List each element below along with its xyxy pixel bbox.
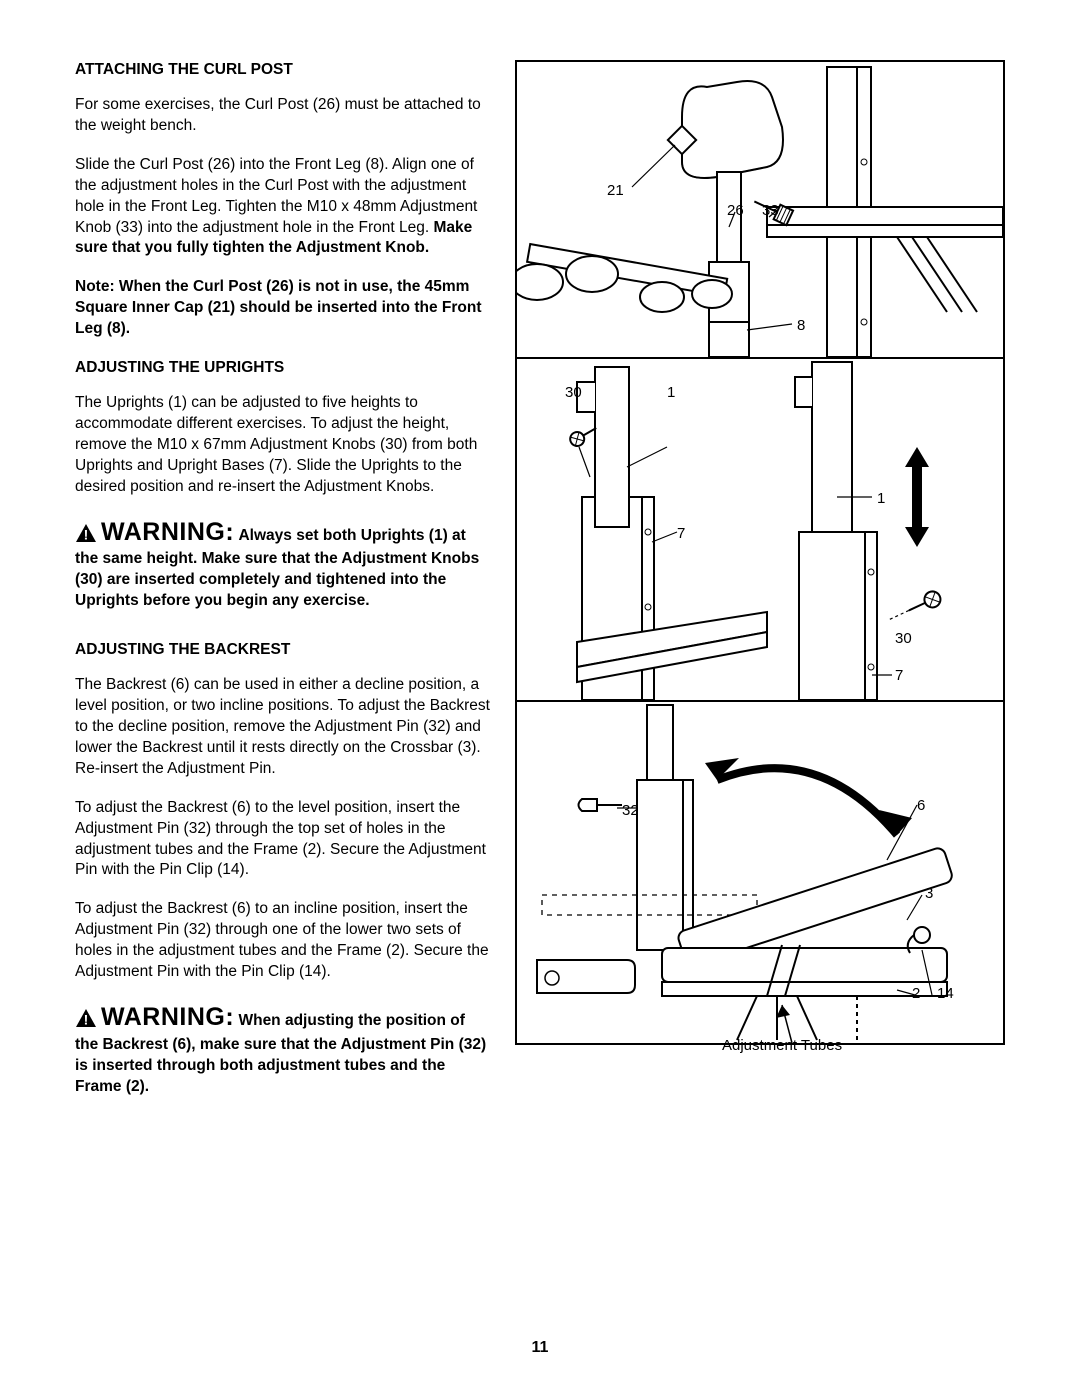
- para-uprights-1: The Uprights (1) can be adjusted to five…: [75, 393, 490, 498]
- diagram-mid-svg: [517, 357, 1003, 700]
- warning-word: WARNING:: [101, 1003, 234, 1031]
- callout-1b: 1: [877, 490, 885, 507]
- svg-text:!: !: [84, 1012, 89, 1028]
- callout-1a: 1: [667, 384, 675, 401]
- para-curl-2: Slide the Curl Post (26) into the Front …: [75, 155, 490, 260]
- warning-triangle-icon: !: [75, 523, 97, 543]
- callout-3: 3: [925, 885, 933, 902]
- heading-backrest: ADJUSTING THE BACKREST: [75, 640, 490, 661]
- para-backrest-3: To adjust the Backrest (6) to an incline…: [75, 899, 490, 983]
- callout-32: 32: [622, 802, 639, 819]
- callout-2: 2: [912, 985, 920, 1002]
- warning-uprights: ! WARNING: Always set both Uprights (1) …: [75, 516, 490, 613]
- heading-uprights: ADJUSTING THE UPRIGHTS: [75, 358, 490, 379]
- warning-triangle-icon: !: [75, 1008, 97, 1028]
- callout-7a: 7: [677, 525, 685, 542]
- warning-backrest: ! WARNING: When adjusting the position o…: [75, 1001, 490, 1098]
- text-column: ATTACHING THE CURL POST For some exercis…: [75, 60, 490, 1319]
- callout-7b: 7: [895, 667, 903, 684]
- heading-curl-post: ATTACHING THE CURL POST: [75, 60, 490, 81]
- assembly-diagram: 21 26 33 8: [515, 60, 1005, 1045]
- callout-14: 14: [937, 985, 954, 1002]
- warning-word: WARNING:: [101, 518, 234, 546]
- para-curl-2a: Slide the Curl Post (26) into the Front …: [75, 156, 477, 236]
- svg-text:!: !: [84, 526, 89, 542]
- callout-30a: 30: [565, 384, 582, 401]
- callout-6: 6: [917, 797, 925, 814]
- para-backrest-2: To adjust the Backrest (6) to the level …: [75, 798, 490, 882]
- page-number: 11: [75, 1339, 1005, 1357]
- callout-33: 33: [762, 202, 779, 219]
- diagram-top-svg: [517, 62, 1003, 357]
- para-backrest-1: The Backrest (6) can be used in either a…: [75, 675, 490, 780]
- diagram-bot-svg: [517, 700, 1003, 1045]
- callout-8: 8: [797, 317, 805, 334]
- para-curl-note: Note: When the Curl Post (26) is not in …: [75, 277, 490, 340]
- callout-26: 26: [727, 202, 744, 219]
- callout-21: 21: [607, 182, 624, 199]
- callout-adj-tubes: Adjustment Tubes: [722, 1037, 842, 1054]
- callout-30b: 30: [895, 630, 912, 647]
- para-curl-1: For some exercises, the Curl Post (26) m…: [75, 95, 490, 137]
- diagram-column: 21 26 33 8: [515, 60, 1005, 1319]
